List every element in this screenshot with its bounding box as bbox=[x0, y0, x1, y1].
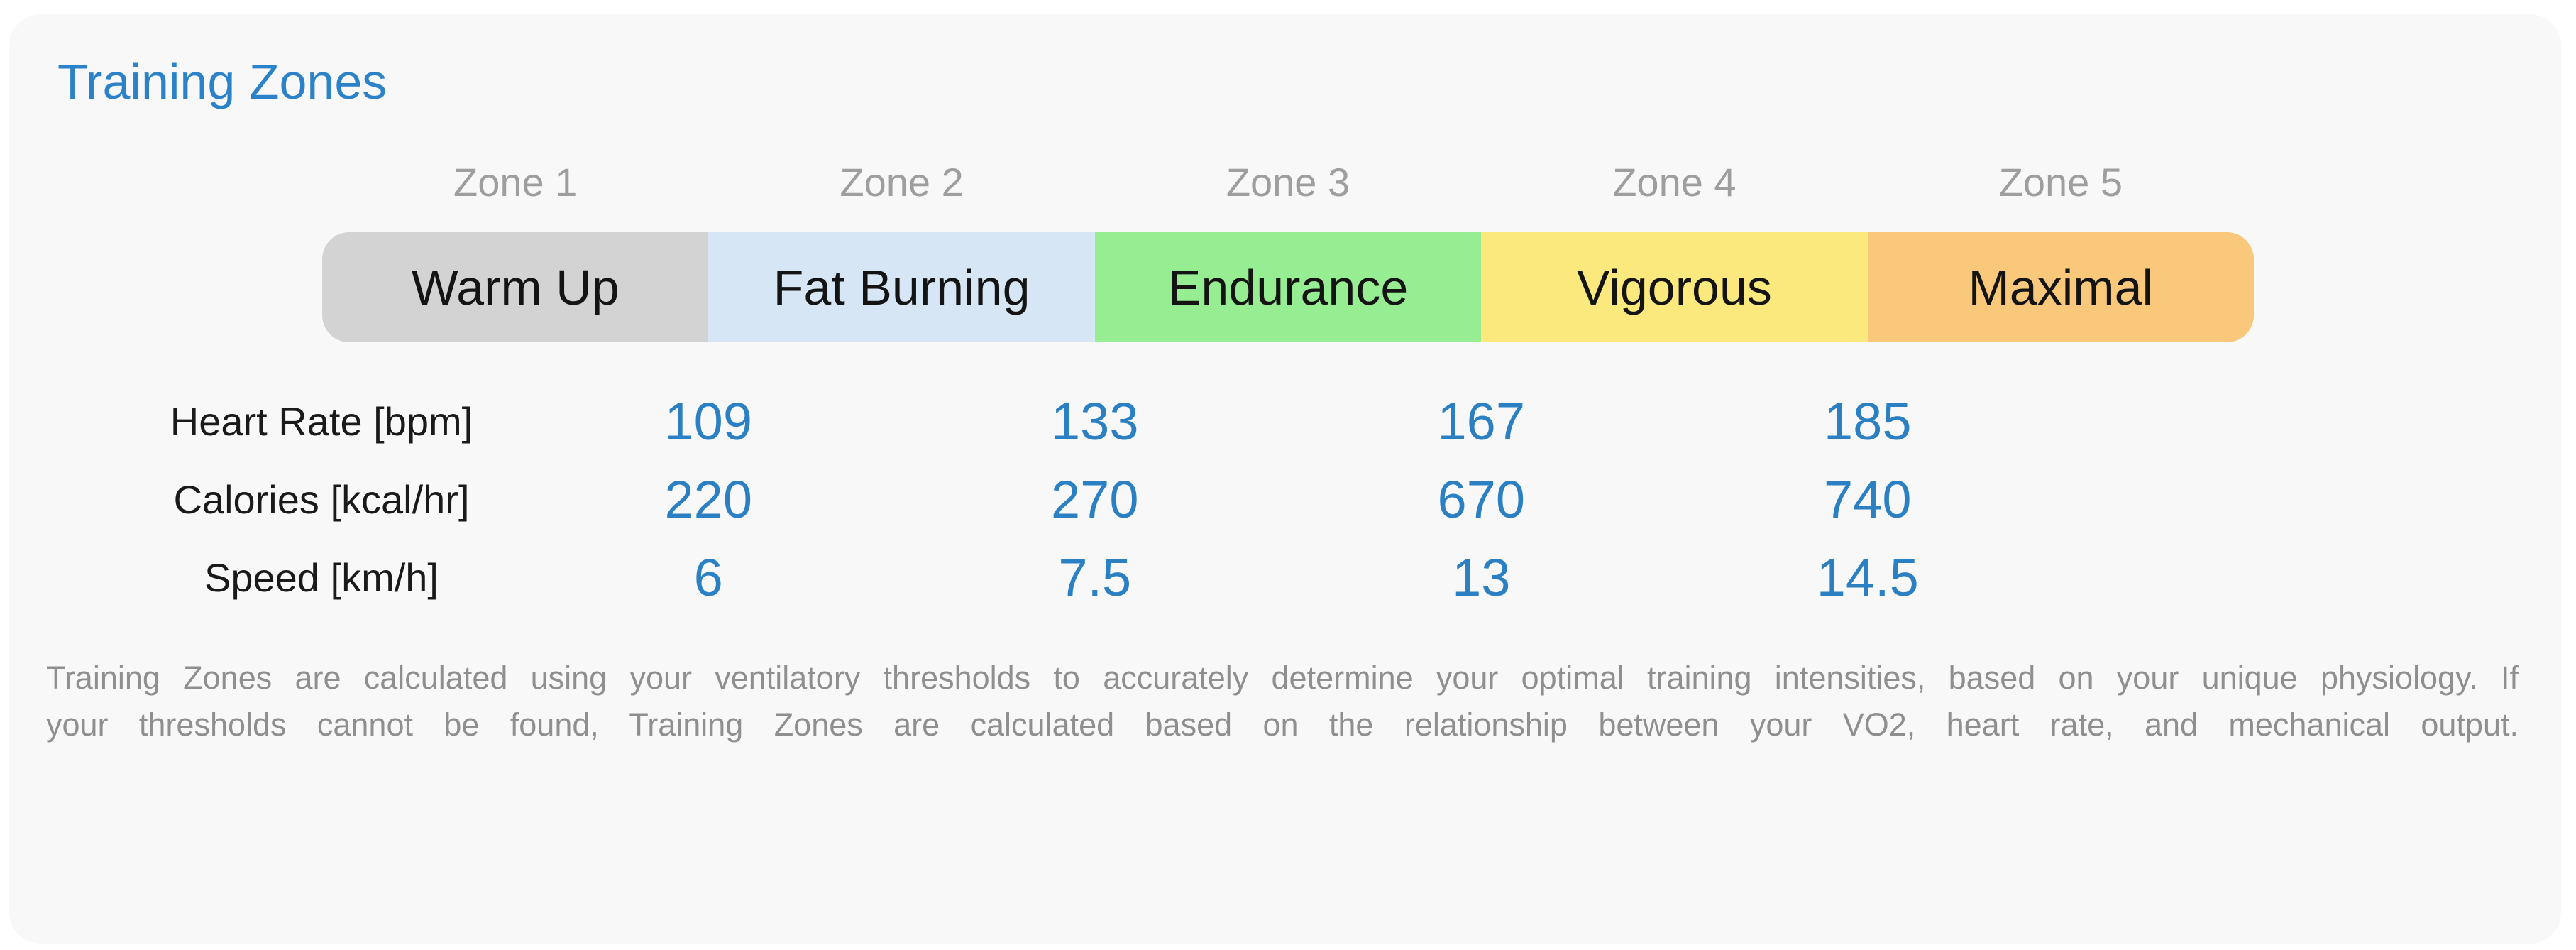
zone-segment-warm-up: Warm Up bbox=[322, 232, 709, 342]
zone-name-warm-up: Warm Up bbox=[411, 259, 620, 315]
speed-threshold-4: 14.5 bbox=[1816, 547, 1919, 607]
zone-1-number-label: Zone 1 bbox=[453, 160, 578, 204]
heart-rate-label: Heart Rate [bpm] bbox=[170, 398, 473, 444]
training-zones-card: Training Zones Zone 1 Zone 2 Zone 3 Zone… bbox=[9, 14, 2561, 944]
heart-rate-threshold-1: 109 bbox=[664, 391, 752, 451]
speed-row: Speed [km/h] 6 7.5 13 14.5 bbox=[9, 538, 2561, 616]
zone-2-number-label: Zone 2 bbox=[840, 160, 964, 204]
zone-name-maximal: Maximal bbox=[1968, 259, 2154, 315]
calories-threshold-1: 220 bbox=[664, 469, 752, 529]
card-title: Training Zones bbox=[57, 54, 387, 109]
calories-row: Calories [kcal/hr] 220 270 670 740 bbox=[9, 460, 2561, 538]
zone-name-fat-burning: Fat Burning bbox=[773, 259, 1030, 315]
zone-segment-fat-burning: Fat Burning bbox=[708, 232, 1095, 342]
speed-threshold-2: 7.5 bbox=[1058, 547, 1132, 607]
zone-3-number-label: Zone 3 bbox=[1226, 160, 1350, 204]
footer-note-line-2: your thresholds cannot be found, Trainin… bbox=[46, 706, 2519, 743]
zone-segment-endurance: Endurance bbox=[1094, 232, 1482, 342]
calories-threshold-4: 740 bbox=[1824, 469, 1912, 529]
zone-segment-maximal: Maximal bbox=[1867, 232, 2254, 342]
zone-name-vigorous: Vigorous bbox=[1576, 259, 1772, 315]
heart-rate-threshold-4: 185 bbox=[1824, 391, 1912, 451]
speed-threshold-1: 6 bbox=[693, 547, 723, 607]
zone-segment-vigorous: Vigorous bbox=[1481, 232, 1868, 342]
zone-5-number-label: Zone 5 bbox=[1998, 160, 2123, 204]
calories-threshold-3: 670 bbox=[1437, 469, 1525, 529]
footer-note: Training Zones are calculated using your… bbox=[46, 655, 2519, 748]
heart-rate-threshold-3: 167 bbox=[1437, 391, 1525, 451]
calories-label: Calories [kcal/hr] bbox=[173, 476, 470, 522]
zone-number-labels: Zone 1 Zone 2 Zone 3 Zone 4 Zone 5 bbox=[322, 159, 2254, 206]
calories-values: 220 270 670 740 bbox=[515, 460, 2061, 538]
heart-rate-row: Heart Rate [bpm] 109 133 167 185 bbox=[9, 382, 2561, 460]
speed-label: Speed [km/h] bbox=[204, 555, 439, 600]
heart-rate-values: 109 133 167 185 bbox=[515, 382, 2061, 460]
speed-values: 6 7.5 13 14.5 bbox=[515, 538, 2061, 616]
calories-threshold-2: 270 bbox=[1051, 469, 1139, 529]
zone-4-number-label: Zone 4 bbox=[1612, 160, 1736, 204]
zone-name-endurance: Endurance bbox=[1167, 259, 1409, 315]
speed-threshold-3: 13 bbox=[1452, 547, 1511, 607]
heart-rate-threshold-2: 133 bbox=[1051, 391, 1139, 451]
zone-bar: Warm Up Fat Burning Endurance Vigorous M… bbox=[322, 232, 2254, 342]
footer-note-line-1: Training Zones are calculated using your… bbox=[46, 660, 2519, 696]
